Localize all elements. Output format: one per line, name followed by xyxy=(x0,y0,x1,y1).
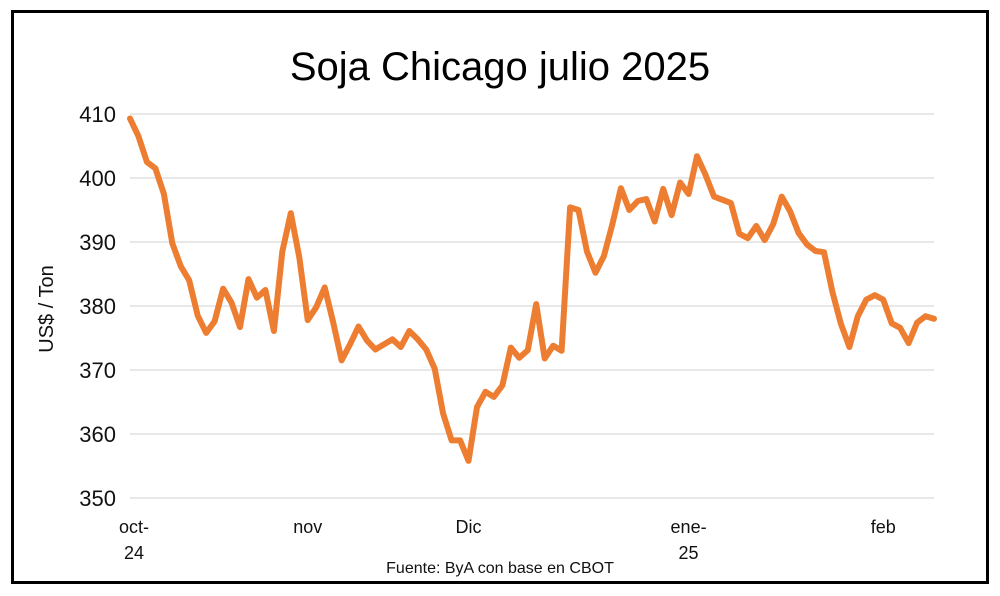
chart-frame: Soja Chicago julio 2025 350 360 370 380 390 4… xyxy=(11,10,989,584)
chart-title: Soja Chicago julio 2025 xyxy=(290,45,710,89)
y-tick-label: 380 xyxy=(79,294,116,319)
x-tick-label: feb xyxy=(871,517,896,537)
x-tick-label: ene-25 xyxy=(671,517,707,563)
y-tick-label: 360 xyxy=(79,422,116,447)
y-tick-label: 370 xyxy=(79,358,116,383)
x-tick-label: Dic xyxy=(456,517,482,537)
source-note: Fuente: ByA con base en CBOT xyxy=(386,560,614,577)
y-tick-label: 410 xyxy=(79,102,116,127)
x-tick-label: oct-24 xyxy=(119,517,149,563)
y-tick-label: 350 xyxy=(79,486,116,511)
series-line xyxy=(127,115,937,464)
y-axis-label: US$ / Ton xyxy=(36,265,58,352)
x-tick-label: nov xyxy=(293,517,322,537)
line-chart: Soja Chicago julio 2025 350 360 370 380 390 4… xyxy=(36,45,937,577)
y-tick-label: 400 xyxy=(79,166,116,191)
y-tick-label: 390 xyxy=(79,230,116,255)
